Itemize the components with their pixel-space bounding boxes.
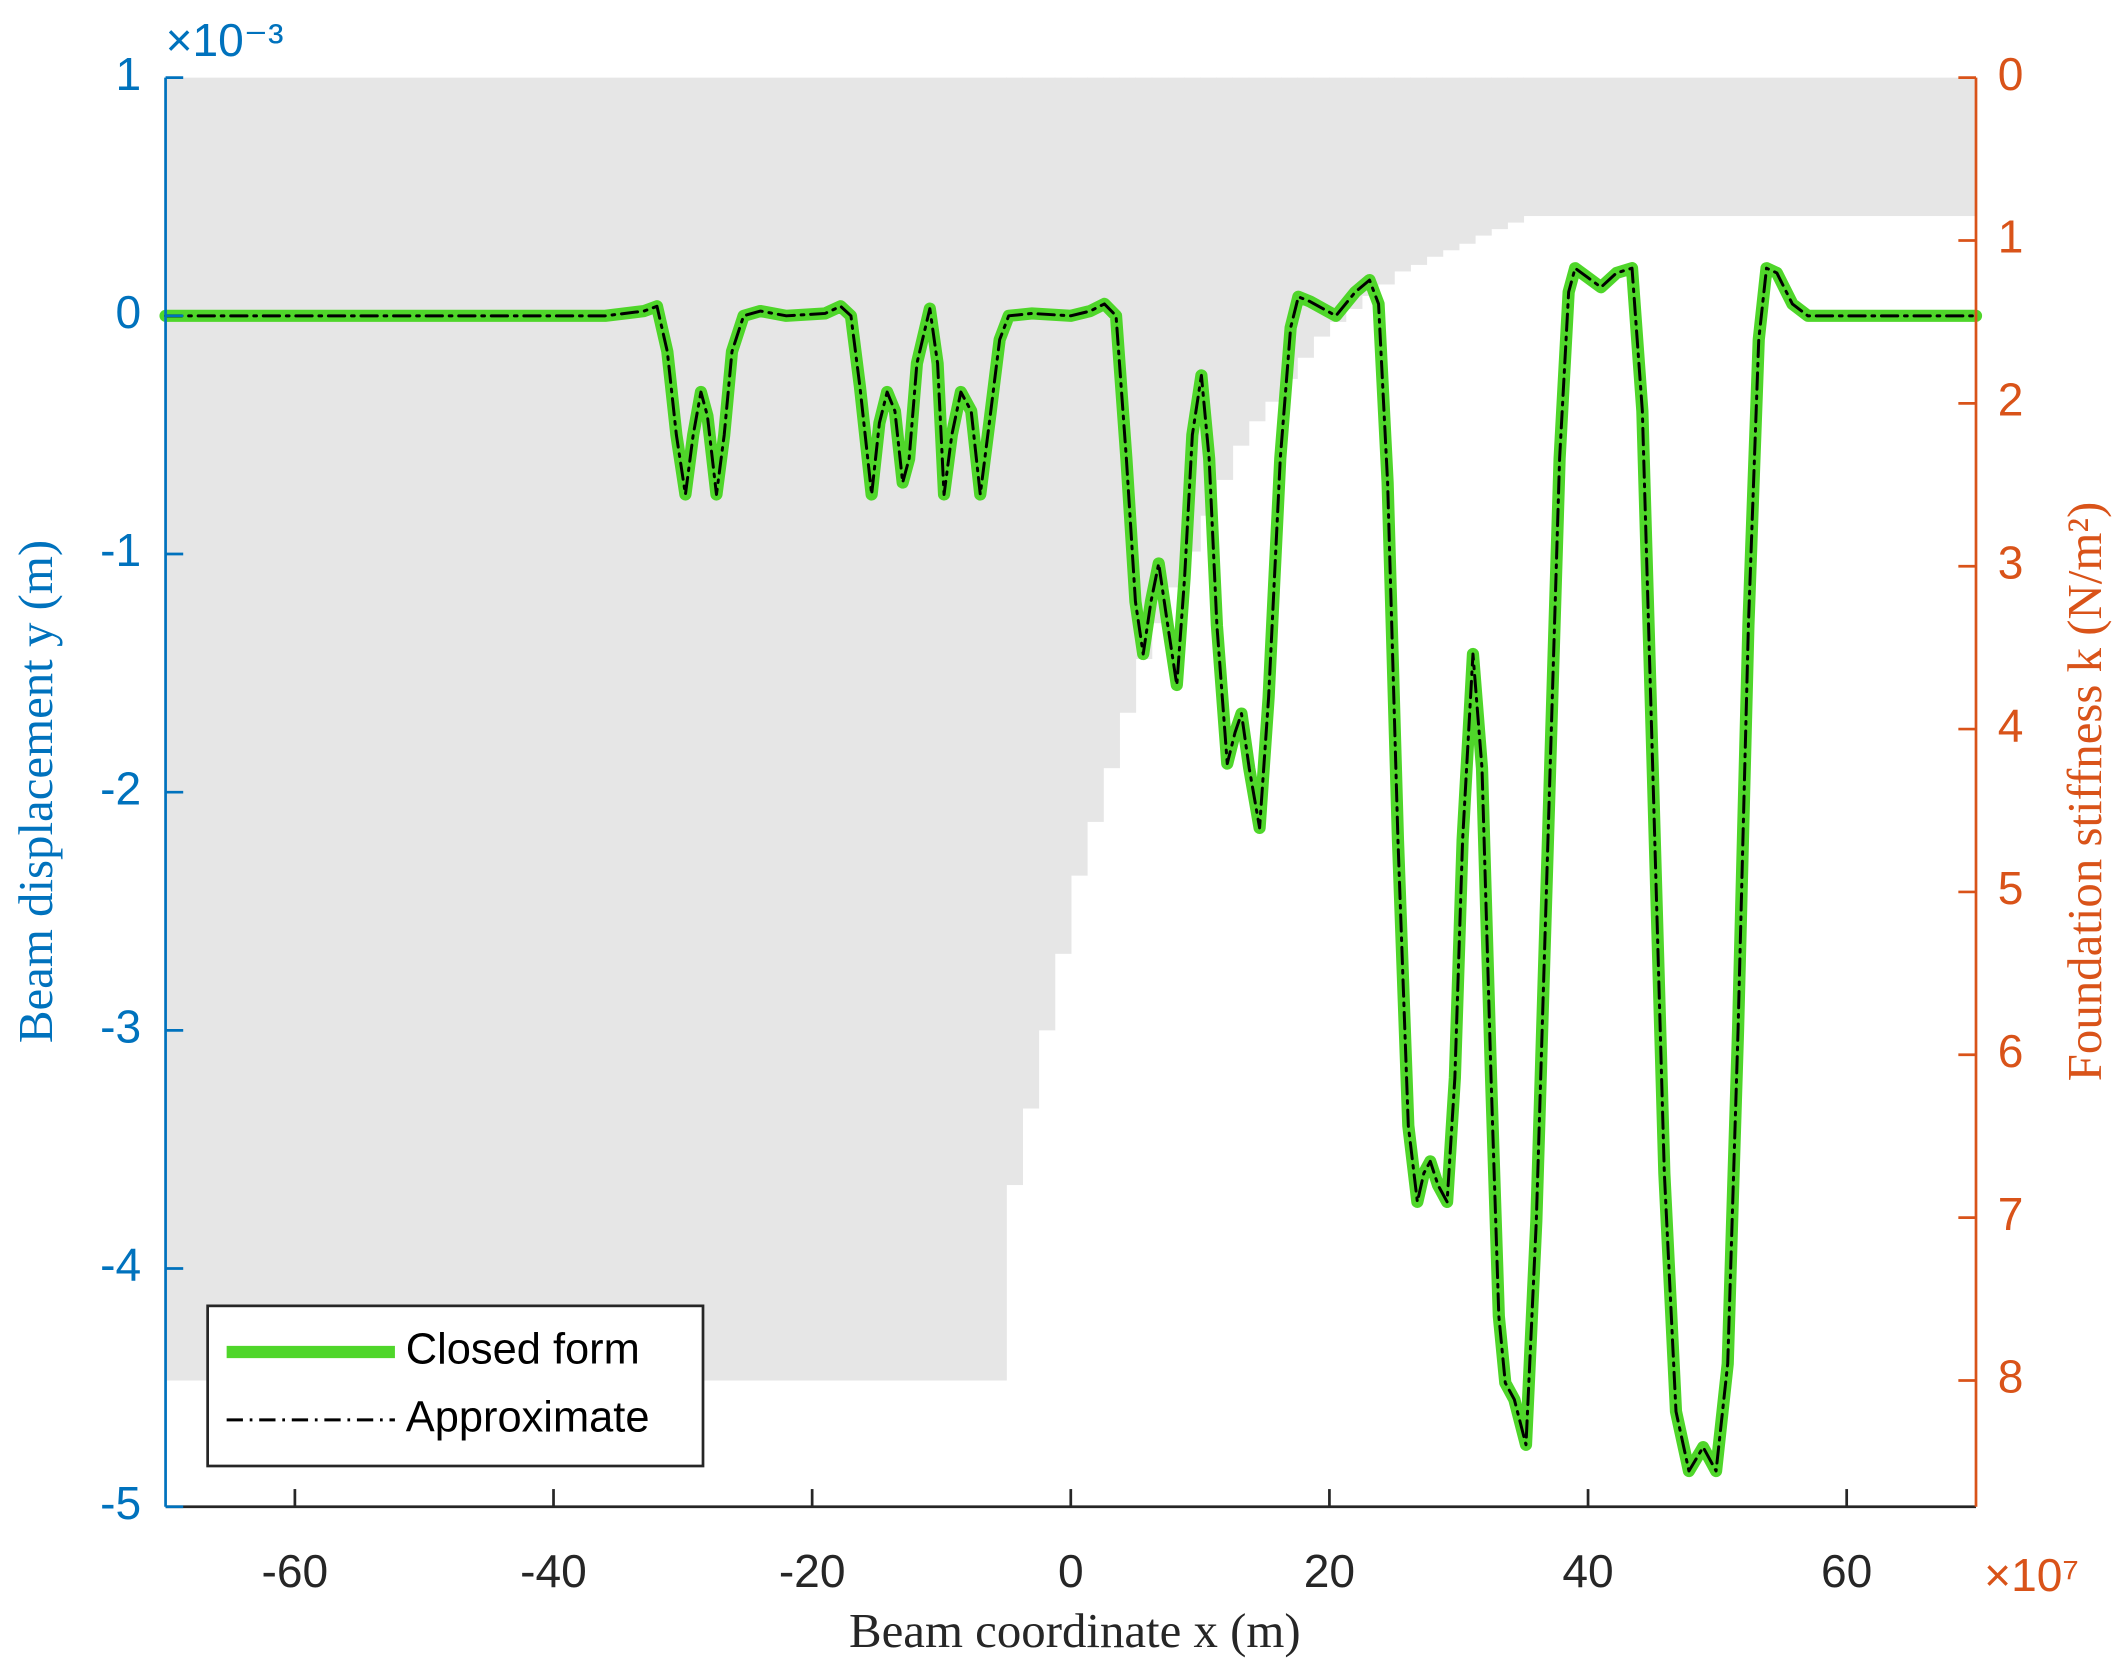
stiffness-step: [1054, 77, 1072, 954]
stiffness-step: [1361, 77, 1379, 296]
legend-label: Closed form: [406, 1325, 640, 1373]
x-tick-label: -60: [262, 1545, 329, 1597]
stiffness-step: [1313, 77, 1331, 337]
y2-tick-label: 8: [1998, 1351, 2024, 1403]
stiffness-step: [1070, 77, 1088, 876]
stiffness-step: [1458, 77, 1476, 244]
stiffness-step: [1426, 77, 1444, 257]
stiffness-step: [1264, 77, 1282, 402]
series-line: [164, 266, 1978, 1473]
stiffness-step: [1038, 77, 1056, 1031]
stiffness-step: [1248, 77, 1266, 422]
legend-box: [206, 1304, 705, 1468]
stiffness-step: [1345, 77, 1363, 309]
x-tick-label: 40: [1562, 1545, 1613, 1597]
stiffness-step: [1086, 77, 1104, 822]
lines: [159, 262, 1983, 1478]
stiffness-step: [1297, 77, 1314, 358]
y2-tick-label: 5: [1998, 862, 2024, 914]
y2-axis-label: Foundation stiffness k (N/m²): [2057, 502, 2112, 1082]
y-tick-label: -5: [100, 1477, 141, 1529]
y2-tick-label: 7: [1998, 1188, 2024, 1240]
stiffness-step: [165, 77, 1007, 1381]
axes: -60 -40 -20 0 20 40 60 -5 -4 -3 -2 -1 0 1 0 1 2 3 4 5 6 7 8: [100, 48, 2023, 1597]
stiffness-area: [165, 77, 1977, 1381]
stiffness-step: [1410, 77, 1428, 265]
x-tick-label: 0: [1058, 1545, 1084, 1597]
x-axis-label: Beam coordinate x (m): [849, 1603, 1301, 1658]
stiffness-step: [1474, 77, 1492, 236]
legend: Closed form Approximate: [206, 1304, 705, 1468]
stiffness-step: [1377, 77, 1395, 285]
x-tick-label: -20: [779, 1545, 846, 1597]
stiffness-step: [1232, 77, 1250, 446]
x-tick-label: 20: [1304, 1545, 1355, 1597]
legend-label: Approximate: [406, 1393, 650, 1441]
y2-tick-label: 3: [1998, 536, 2024, 588]
stiffness-step: [1006, 77, 1023, 1186]
stiffness-step: [1394, 77, 1411, 272]
stiffness-step: [1523, 77, 1977, 217]
stiffness-step: [1103, 77, 1120, 769]
stiffness-step: [1151, 77, 1169, 624]
y-tick-label: 1: [115, 48, 141, 100]
y-multiplier: ×10⁻³: [166, 14, 284, 66]
x-tick-label: -40: [520, 1545, 587, 1597]
stiffness-step: [1442, 77, 1460, 251]
y2-tick-label: 4: [1998, 699, 2024, 751]
y-tick-label: -2: [100, 762, 141, 814]
stiffness-step: [1216, 77, 1234, 480]
stiffness-step: [1329, 77, 1347, 322]
y2-tick-label: 2: [1998, 374, 2024, 426]
stiffness-step: [1135, 77, 1153, 660]
stiffness-step: [1491, 77, 1508, 230]
y2-multiplier: ×10⁷: [1984, 1549, 2079, 1601]
y2-tick-label: 1: [1998, 211, 2024, 263]
x-tick-label: 60: [1821, 1545, 1872, 1597]
stiffness-step: [1167, 77, 1185, 588]
y-tick-label: -3: [100, 1001, 141, 1053]
y-axis-label: Beam displacement y (m): [8, 540, 63, 1043]
y-tick-label: 0: [115, 286, 141, 338]
stiffness-step: [1022, 77, 1040, 1109]
y-tick-label: -4: [100, 1239, 141, 1291]
y2-tick-label: 6: [1998, 1025, 2024, 1077]
y-tick-label: -1: [100, 524, 141, 576]
y2-tick-label: 0: [1998, 48, 2024, 100]
stiffness-step: [1507, 77, 1525, 223]
